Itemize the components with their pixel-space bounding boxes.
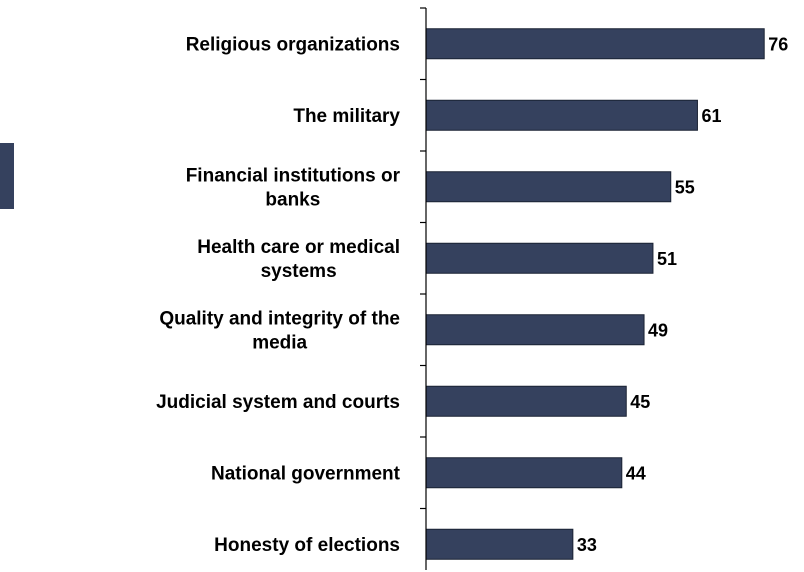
bar <box>425 528 574 560</box>
value-label: 49 <box>648 320 668 340</box>
category-label: Honesty of elections <box>214 535 400 556</box>
category-label: Health care or medical systems <box>197 237 400 282</box>
category-label-line: The military <box>293 106 400 127</box>
category-label-line: Honesty of elections <box>214 535 400 556</box>
value-label: 51 <box>657 249 677 269</box>
bar <box>425 28 765 60</box>
bar <box>425 314 645 346</box>
value-label: 44 <box>626 463 646 483</box>
bar <box>425 171 672 203</box>
bar <box>425 242 654 274</box>
legend-swatch <box>0 143 14 209</box>
category-labels: Religious organizations The military Finan… <box>156 34 401 556</box>
value-label: 76 <box>768 34 788 54</box>
value-label: 61 <box>701 106 721 126</box>
category-label-line: media <box>252 332 307 353</box>
category-label-line: National government <box>211 463 401 484</box>
bar <box>425 99 698 131</box>
category-label-line: Health care or medical <box>197 237 400 258</box>
value-labels: 76 61 55 51 49 45 44 33 <box>577 34 788 555</box>
category-label: The military <box>293 106 400 127</box>
bar <box>425 457 623 489</box>
category-label: Judicial system and courts <box>156 392 400 413</box>
value-label: 45 <box>630 392 650 412</box>
category-label-line: systems <box>261 261 337 282</box>
category-label-line: banks <box>265 189 320 210</box>
category-label-line: Quality and integrity of the <box>159 308 400 329</box>
category-axis <box>420 7 427 570</box>
category-label-line: Judicial system and courts <box>156 392 400 413</box>
bar <box>425 385 627 417</box>
category-label: Financial institutions or banks <box>186 165 401 210</box>
category-label: Religious organizations <box>186 34 400 55</box>
value-label: 33 <box>577 535 597 555</box>
bars-group <box>425 28 765 560</box>
category-label-line: Financial institutions or <box>186 165 401 186</box>
value-label: 55 <box>675 177 695 197</box>
category-label-line: Religious organizations <box>186 34 400 55</box>
category-label: National government <box>211 463 401 484</box>
category-label: Quality and integrity of the media <box>159 308 400 353</box>
